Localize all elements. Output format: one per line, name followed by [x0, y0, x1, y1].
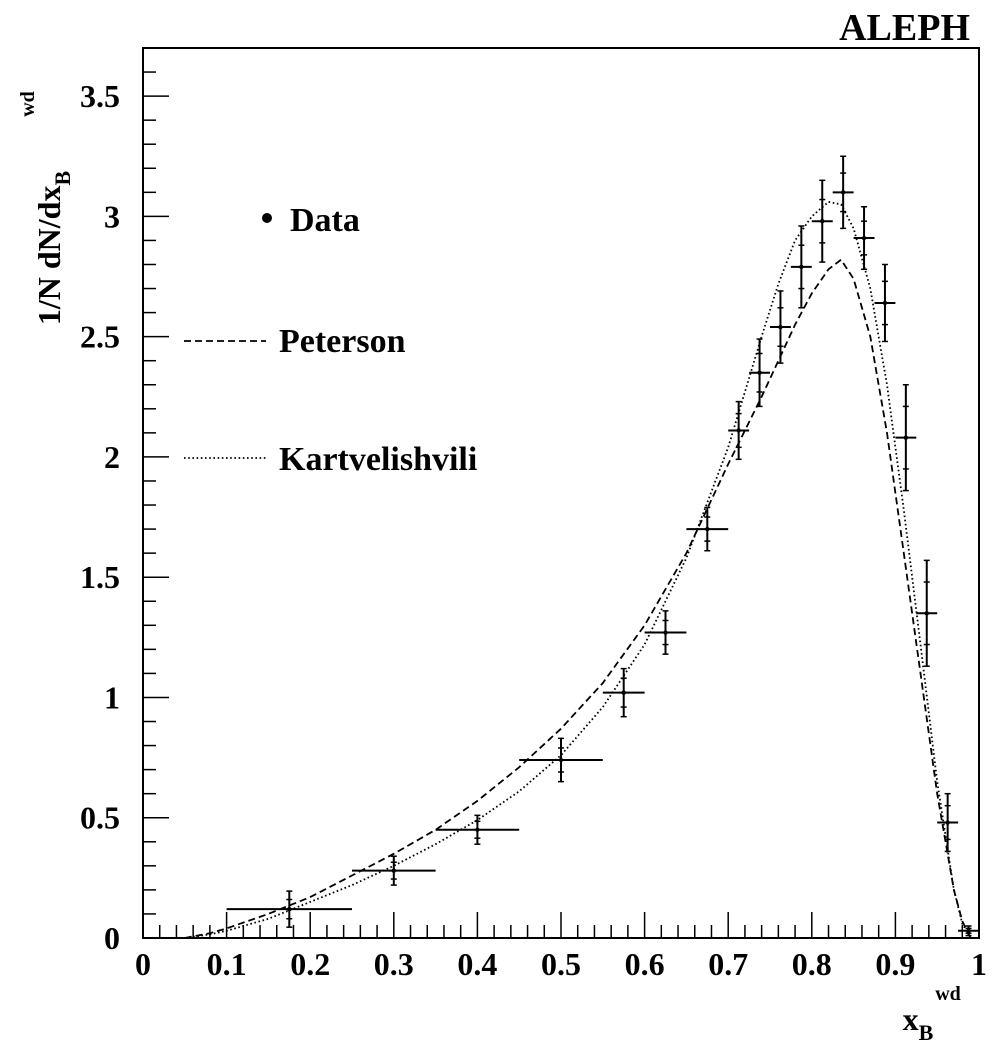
data-point — [958, 925, 979, 937]
data-point — [352, 855, 436, 886]
data-point — [226, 890, 352, 928]
data-point — [602, 667, 645, 718]
y-axis-label-sub: B — [50, 171, 75, 186]
legend-peterson-label: Peterson — [279, 323, 406, 360]
data-marker — [840, 190, 846, 195]
x-tick-label: 0.3 — [374, 946, 414, 982]
plot-frame — [142, 47, 980, 939]
data-point — [519, 737, 603, 783]
x-axis-label-sub: B — [919, 1020, 934, 1045]
y-tick-label: 3.5 — [80, 78, 120, 114]
data-marker — [736, 428, 741, 433]
svg-text:xB: xB — [903, 1001, 934, 1045]
data-marker — [705, 526, 710, 532]
kartvelishvili-curve — [184, 200, 972, 939]
data-marker — [287, 906, 292, 912]
y-axis-label-main: 1/N dN/dx — [31, 186, 67, 326]
legend-data-label: Data — [290, 202, 360, 239]
x-axis-label-sup: wd — [935, 983, 961, 1005]
data-point — [770, 290, 791, 364]
data-point — [853, 206, 875, 271]
data-marker — [861, 235, 867, 241]
peterson-curve — [184, 258, 972, 939]
data-marker — [799, 264, 804, 270]
data-point — [811, 179, 833, 263]
data-point — [790, 225, 812, 309]
data-marker — [757, 370, 762, 375]
data-marker — [966, 928, 971, 933]
x-tick-label: 0.2 — [290, 946, 330, 982]
y-tick-label: 3 — [104, 198, 120, 234]
y-tick-label: 1 — [104, 679, 120, 715]
data-point — [749, 338, 770, 408]
data-point — [874, 263, 896, 343]
axis-ticks — [142, 47, 980, 939]
data-marker — [621, 690, 626, 695]
y-tick-label: 2.5 — [80, 319, 120, 355]
x-tick-label: 0.9 — [875, 946, 915, 982]
data-marker — [558, 757, 564, 763]
data-marker — [663, 630, 668, 635]
x-tick-label: 0.5 — [541, 946, 581, 982]
y-axis-label-sup: wd — [17, 91, 39, 117]
data-point — [832, 155, 854, 230]
data-point — [916, 559, 938, 667]
data-marker — [391, 868, 396, 873]
data-marker — [882, 300, 888, 306]
data-point — [644, 610, 687, 655]
y-tick-label: 2 — [104, 439, 120, 475]
legend-kartvelishvili-label: Kartvelishvili — [279, 441, 477, 478]
data-marker — [778, 324, 783, 330]
legend-data-marker — [262, 213, 272, 223]
x-axis-label: wd xB — [903, 983, 961, 1045]
svg-text:1/N dN/dxB: 1/N dN/dxB — [31, 171, 75, 326]
data-points — [226, 155, 979, 937]
x-tick-label: 0 — [135, 946, 151, 982]
data-marker — [945, 820, 950, 825]
y-tick-label: 0 — [104, 920, 120, 956]
x-tick-label: 0.8 — [792, 946, 832, 982]
x-tick-label: 0.1 — [207, 946, 247, 982]
x-tick-label: 0.6 — [625, 946, 665, 982]
data-marker — [924, 611, 929, 616]
x-axis-label-main: x — [903, 1001, 919, 1037]
data-marker — [475, 827, 480, 832]
data-point — [728, 400, 750, 461]
y-axis-label: 1/N dN/dxB wd — [17, 91, 75, 325]
legend: Data Peterson Kartvelishvili — [184, 202, 477, 478]
data-marker — [820, 218, 825, 224]
y-tick-label: 1.5 — [80, 559, 120, 595]
data-point — [686, 506, 729, 552]
axis-tick-labels: 0 0.1 0.2 0.3 0.4 0.5 0.6 0.7 0.8 0.9 1 0 0.5 1 1.5 2 2.… — [80, 78, 987, 982]
experiment-label: ALEPH — [839, 7, 970, 49]
x-tick-label: 1 — [971, 946, 987, 982]
y-tick-label: 0.5 — [80, 800, 120, 836]
data-point — [895, 384, 917, 492]
fit-curves — [184, 200, 972, 939]
data-point — [435, 814, 520, 845]
data-marker — [903, 435, 909, 440]
data-point — [937, 792, 959, 853]
x-tick-label: 0.7 — [708, 946, 748, 982]
x-tick-label: 0.4 — [457, 946, 497, 982]
